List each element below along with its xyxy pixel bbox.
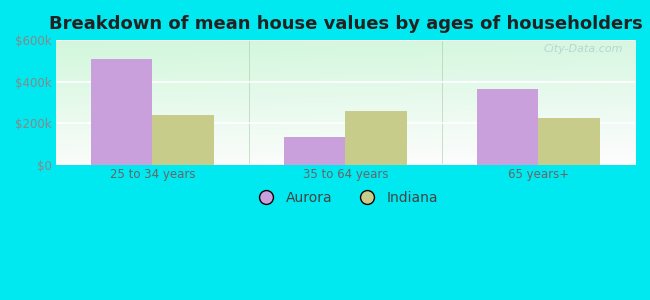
Bar <box>345 111 407 165</box>
Bar <box>476 89 538 165</box>
Bar <box>538 118 600 165</box>
Legend: Aurora, Indiana: Aurora, Indiana <box>247 185 444 210</box>
Bar <box>283 137 345 165</box>
Bar <box>152 115 214 165</box>
Bar <box>90 59 152 165</box>
Title: Breakdown of mean house values by ages of householders: Breakdown of mean house values by ages o… <box>49 15 642 33</box>
Text: City-Data.com: City-Data.com <box>544 44 623 54</box>
